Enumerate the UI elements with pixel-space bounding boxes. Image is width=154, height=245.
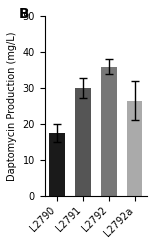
Text: B: B [19,7,30,21]
Bar [75,88,91,196]
Bar [101,67,117,196]
Bar [127,101,142,196]
Y-axis label: Daptomycin Production (mg/L): Daptomycin Production (mg/L) [7,31,17,181]
Bar [49,133,65,196]
